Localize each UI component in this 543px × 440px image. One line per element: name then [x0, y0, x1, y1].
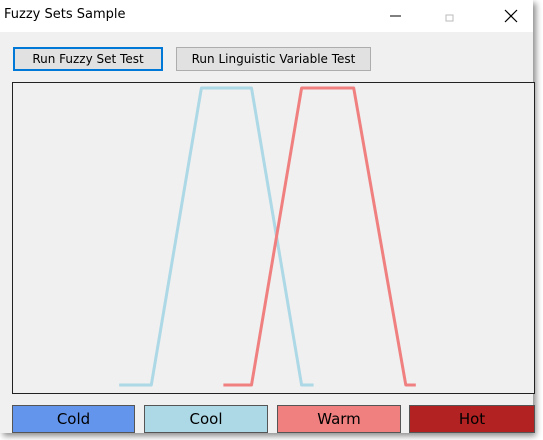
- membership-chart: [119, 86, 416, 387]
- minimize-icon: [390, 15, 401, 17]
- legend-button-hot[interactable]: Hot: [409, 405, 535, 433]
- app-window: Fuzzy Sets Sample Run Fuzzy Set Test Run…: [0, 0, 535, 433]
- legend-button-cold[interactable]: Cold: [12, 405, 135, 433]
- series-line-1: [223, 86, 416, 387]
- series-line-0: [119, 86, 314, 387]
- close-button[interactable]: [488, 0, 534, 32]
- maximize-button[interactable]: [427, 0, 473, 32]
- legend-button-warm[interactable]: Warm: [277, 405, 401, 433]
- chart-area: [12, 82, 535, 394]
- run-fuzzy-set-test-button[interactable]: Run Fuzzy Set Test: [13, 47, 163, 71]
- legend-button-cool[interactable]: Cool: [144, 405, 268, 433]
- run-linguistic-variable-test-button[interactable]: Run Linguistic Variable Test: [176, 47, 371, 71]
- title-bar: Fuzzy Sets Sample: [0, 0, 533, 32]
- close-icon: [504, 9, 518, 23]
- minimize-button[interactable]: [373, 0, 419, 32]
- window-title: Fuzzy Sets Sample: [4, 7, 126, 22]
- maximize-icon: [445, 14, 454, 22]
